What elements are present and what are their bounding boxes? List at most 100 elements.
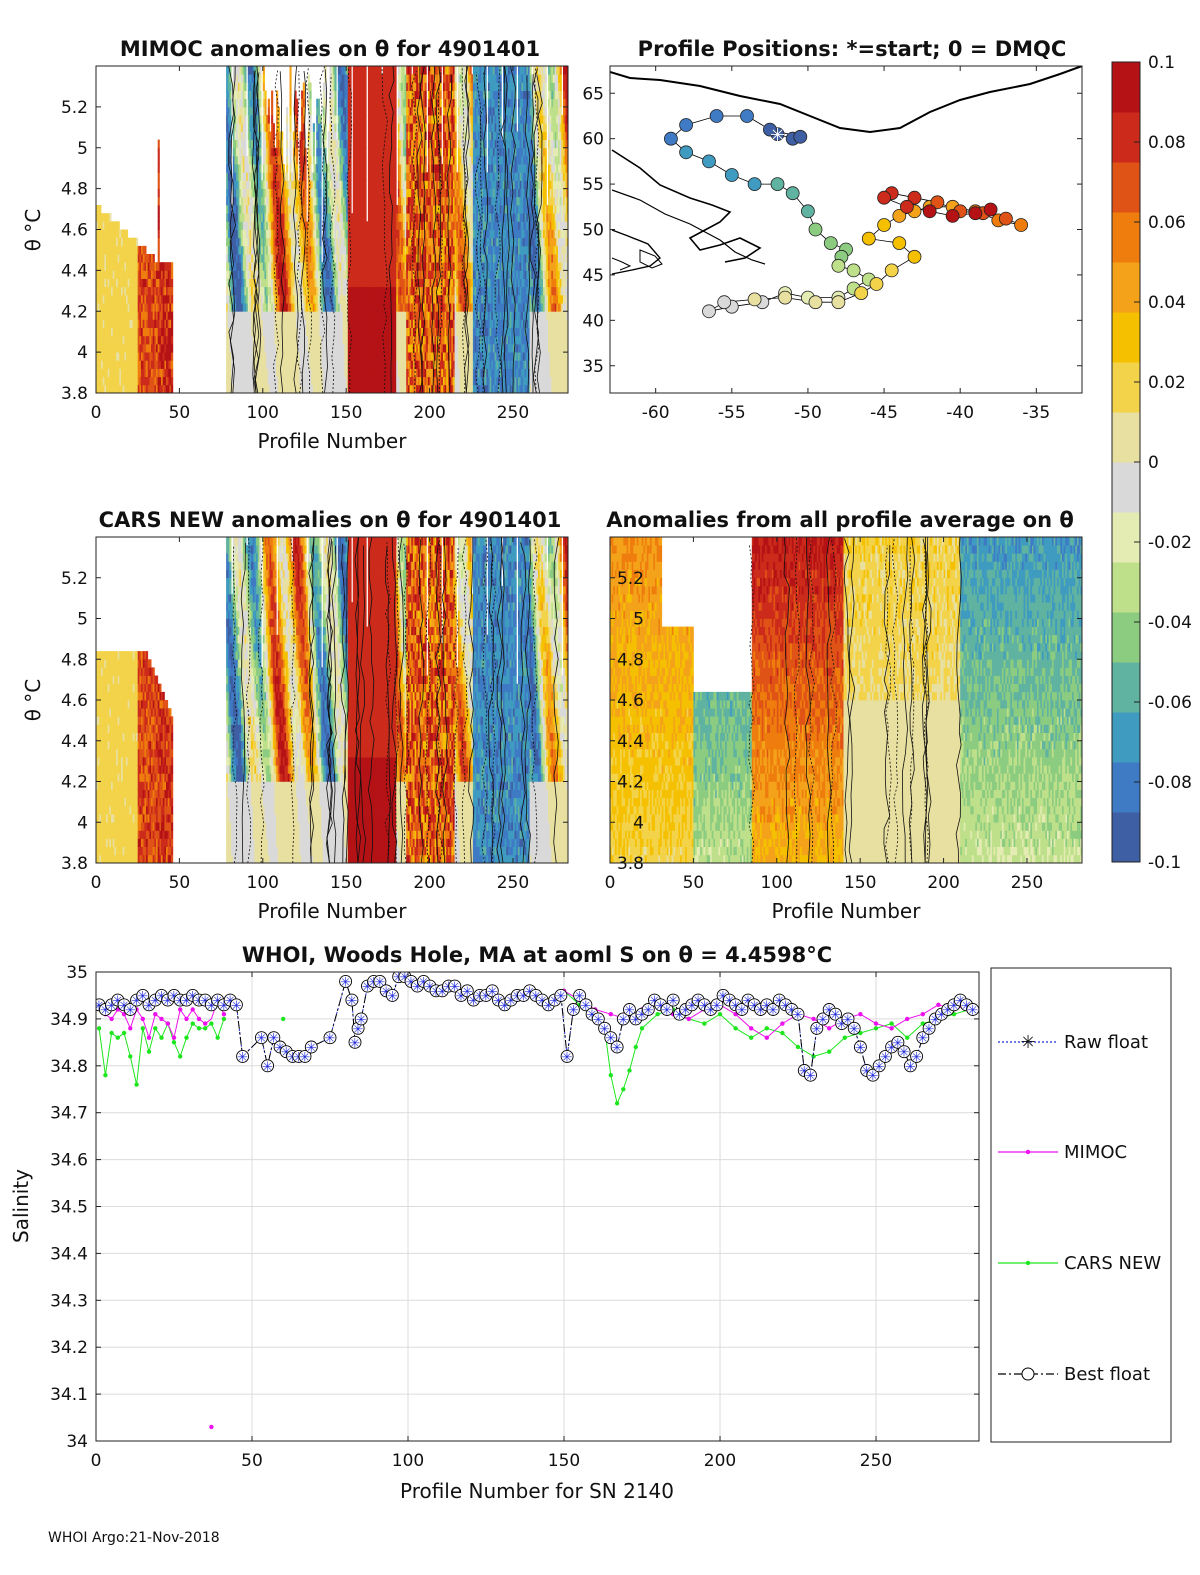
heatmap-cell — [102, 213, 105, 222]
heatmap-cell — [234, 343, 237, 353]
heatmap-cell — [99, 343, 102, 353]
heatmap-cell — [409, 303, 412, 312]
heatmap-cell — [232, 237, 235, 247]
heatmap-cell — [276, 106, 279, 116]
heatmap-cell — [264, 368, 267, 378]
heatmap-cell — [407, 327, 410, 337]
heatmap-cell — [349, 123, 352, 132]
heatmap-cell — [399, 98, 402, 108]
heatmap-cell — [287, 196, 290, 206]
heatmap-cell — [341, 66, 344, 75]
heatmap-cell — [146, 262, 149, 271]
heatmap-cell — [251, 90, 254, 100]
heatmap-cell — [156, 303, 159, 312]
heatmap-cell — [341, 311, 344, 320]
heatmap-cell — [404, 384, 407, 393]
heatmap-cell — [139, 311, 142, 320]
heatmap-cell — [369, 205, 372, 214]
heatmap-cell — [242, 303, 245, 312]
heatmap-cell — [167, 376, 170, 386]
heatmap-cell — [341, 221, 344, 230]
heatmap-cell — [249, 188, 252, 198]
heatmap-cell — [121, 327, 124, 337]
heatmap-cell — [266, 294, 269, 304]
heatmap-cell — [357, 360, 360, 369]
heatmap-cell — [306, 343, 309, 353]
heatmap-cell — [337, 147, 340, 157]
heatmap-cell — [267, 221, 270, 230]
heatmap-cell — [129, 319, 132, 328]
heatmap-cell — [152, 352, 155, 361]
heatmap-cell — [102, 303, 105, 312]
heatmap-cell — [251, 294, 254, 304]
heatmap-cell — [346, 352, 349, 361]
heatmap-cell — [331, 360, 334, 369]
heatmap-cell — [149, 368, 152, 378]
heatmap-cell — [327, 376, 330, 386]
heatmap-cell — [311, 229, 314, 239]
heatmap-cell — [247, 98, 250, 108]
heatmap-cell — [331, 311, 334, 320]
heatmap-cell — [119, 294, 122, 304]
heatmap-cell — [382, 352, 385, 361]
heatmap-cell — [261, 229, 264, 239]
heatmap-cell — [264, 90, 267, 100]
heatmap-cell — [329, 172, 332, 181]
heatmap-cell — [116, 278, 119, 288]
heatmap-cell — [107, 384, 110, 393]
heatmap-cell — [406, 303, 409, 312]
heatmap-cell — [244, 229, 247, 239]
heatmap-cell — [352, 368, 355, 378]
heatmap-cell — [227, 172, 230, 181]
heatmap-cell — [402, 343, 405, 353]
heatmap-cell — [357, 180, 360, 189]
heatmap-cell — [241, 172, 244, 181]
heatmap-cell — [257, 376, 260, 386]
heatmap-cell — [249, 245, 252, 255]
heatmap-cell — [141, 335, 144, 345]
heatmap-cell — [226, 278, 229, 288]
heatmap-cell — [364, 335, 367, 345]
heatmap-cell — [241, 254, 244, 263]
heatmap-cell — [272, 245, 275, 255]
heatmap-cell — [357, 213, 360, 222]
heatmap-cell — [322, 172, 325, 181]
heatmap-cell — [247, 270, 250, 279]
heatmap-cell — [294, 205, 297, 214]
heatmap-cell — [286, 368, 289, 378]
heatmap-cell — [344, 294, 347, 304]
heatmap-cell — [126, 245, 129, 255]
heatmap-cell — [366, 278, 369, 288]
heatmap-cell — [271, 245, 274, 255]
heatmap-cell — [96, 303, 99, 312]
heatmap-cell — [404, 352, 407, 361]
heatmap-cell — [349, 180, 352, 189]
heatmap-cell — [261, 360, 264, 369]
heatmap-cell — [374, 270, 377, 279]
heatmap-cell — [301, 221, 304, 230]
heatmap-cell — [384, 82, 387, 91]
heatmap-cell — [104, 327, 107, 337]
heatmap-cell — [317, 327, 320, 337]
heatmap-cell — [277, 147, 280, 157]
heatmap-cell — [111, 384, 114, 393]
heatmap-cell — [269, 368, 272, 378]
heatmap-cell — [107, 327, 110, 337]
heatmap-cell — [129, 237, 132, 247]
heatmap-cell — [254, 172, 257, 181]
heatmap-cell — [226, 123, 229, 132]
heatmap-cell — [124, 319, 127, 328]
heatmap-cell — [137, 343, 140, 353]
heatmap-cell — [126, 327, 129, 337]
heatmap-cell — [286, 311, 289, 320]
heatmap-cell — [369, 352, 372, 361]
heatmap-cell — [96, 376, 99, 386]
heatmap-cell — [304, 368, 307, 378]
heatmap-cell — [247, 205, 250, 214]
heatmap-cell — [271, 221, 274, 230]
heatmap-cell — [301, 254, 304, 263]
heatmap-cell — [251, 164, 254, 173]
heatmap-cell — [379, 213, 382, 222]
heatmap-cell — [317, 106, 320, 116]
heatmap-cell — [236, 360, 239, 369]
